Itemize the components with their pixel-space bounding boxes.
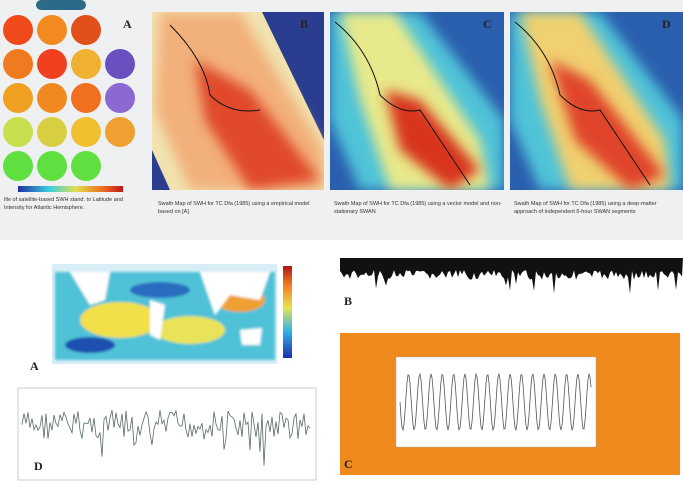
panel-label: B <box>344 294 352 308</box>
circle <box>37 151 67 181</box>
circle <box>3 151 33 181</box>
panel-label: C <box>483 17 492 31</box>
caption: file of satellite-based SWH stand. to La… <box>4 196 144 212</box>
circle <box>105 83 135 113</box>
panel-label: D <box>34 459 43 473</box>
circle <box>71 49 101 79</box>
heatmap-c <box>330 12 504 190</box>
panel-label: D <box>662 17 671 31</box>
circle <box>37 15 67 45</box>
circle <box>105 49 135 79</box>
colorbar <box>18 186 123 192</box>
circle <box>3 117 33 147</box>
caption: Swath Map of SWH for TC Dfa (1985) using… <box>334 200 502 216</box>
heatmap-d <box>510 12 683 190</box>
world-map <box>55 272 275 360</box>
screen: A B C D A D B C file of satellite-based … <box>0 0 683 486</box>
circle <box>3 49 33 79</box>
line-chart-frame <box>18 388 316 480</box>
panel-label: A <box>123 17 132 31</box>
circle <box>71 151 101 181</box>
circle <box>105 117 135 147</box>
page: A B C D A D B C file of satellite-based … <box>0 0 683 486</box>
caption: Swath Map of SWH for TC Dfa (1985) using… <box>158 200 323 216</box>
panel-label: A <box>30 359 39 373</box>
circle <box>71 15 101 45</box>
circle <box>71 117 101 147</box>
caption: Swath Map of SWH for TC Dfa (1985) using… <box>514 200 680 216</box>
colorbar <box>283 266 292 358</box>
circle <box>3 83 33 113</box>
circle <box>37 83 67 113</box>
circle <box>37 49 67 79</box>
panel-label: C <box>344 457 353 471</box>
logo <box>36 0 86 10</box>
circle <box>3 15 33 45</box>
figure-collage: A B C D A D B C <box>0 0 683 486</box>
heatmap-b <box>152 12 324 190</box>
circle <box>37 117 67 147</box>
panel-label: B <box>300 17 308 31</box>
circle <box>71 83 101 113</box>
